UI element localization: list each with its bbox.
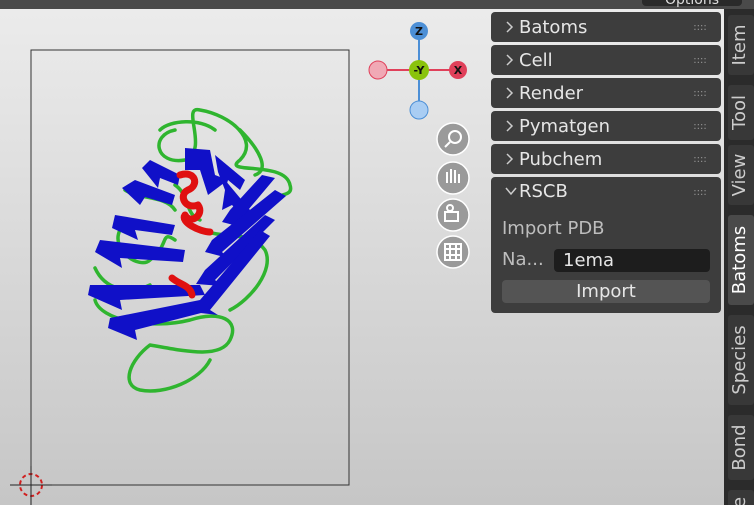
panel-title[interactable]: Pubchem [519,149,602,170]
panel-title[interactable]: Batoms [519,17,587,38]
nav-gizmo[interactable] [368,22,467,120]
name-label: Na... [502,249,544,270]
expand-arrow[interactable] [506,87,514,99]
panel-header[interactable] [491,144,721,174]
tab-label: e [729,497,750,505]
camera-frame [30,49,350,486]
pan-button[interactable] [436,161,470,195]
ortho-button[interactable] [436,235,470,269]
panel-title[interactable]: Cell [519,50,553,71]
import-button[interactable] [502,280,710,303]
sidebar-panels: Batoms::::Cell::::Render::::Pymatgen::::… [491,12,721,174]
drag-handle[interactable]: :::: [693,121,706,132]
protein-model [88,108,293,393]
sidebar-tab[interactable] [728,145,754,205]
name-value: 1ema [563,250,614,271]
sidebar-tab[interactable] [728,15,754,75]
options-label: Options [665,0,719,8]
gizmo-z: Z [415,25,423,38]
gizmo-y: -Y [414,64,426,77]
camera-button[interactable] [436,198,470,232]
drag-handle[interactable]: :::: [693,187,706,198]
panel-header[interactable] [491,111,721,141]
options-button[interactable] [642,0,742,6]
expand-arrow[interactable] [506,120,514,132]
top-bar [0,0,754,9]
panel-header[interactable] [491,45,721,75]
expand-arrow[interactable] [506,153,514,165]
3d-cursor [10,466,52,505]
tabs: Item Tool View Batoms Species Bond e [728,15,754,505]
nav-icons [444,130,462,261]
drag-handle[interactable]: :::: [693,154,706,165]
tab-label: Bond [729,424,750,470]
rscb-panel [491,177,721,313]
zoom-button[interactable] [436,122,470,156]
tab-label: Species [729,325,750,394]
sidebar-tab[interactable] [728,315,754,405]
panel-title[interactable]: Pymatgen [519,116,610,137]
drag-handle[interactable]: :::: [693,88,706,99]
expand-arrow[interactable] [506,21,514,33]
rscb-title[interactable]: RSCB [519,181,568,202]
sidebar-tab[interactable] [728,215,754,305]
panel-header[interactable] [491,78,721,108]
gizmo-x: X [454,64,463,77]
drag-handle[interactable]: :::: [693,55,706,66]
tab-label: Tool [729,95,750,131]
name-input[interactable] [554,249,710,272]
sidebar-tab[interactable] [728,415,754,480]
section-label: Import PDB [502,218,605,239]
expand-arrow[interactable] [506,54,514,66]
tab-label: Item [729,25,750,66]
panel-header[interactable] [491,12,721,42]
sidebar-tab[interactable] [728,490,754,505]
tab-label: Batoms [729,226,750,294]
collapse-arrow[interactable] [505,187,517,196]
panel-title[interactable]: Render [519,83,584,104]
import-label: Import [576,281,636,302]
drag-handle[interactable]: :::: [693,22,706,33]
sidebar-tab[interactable] [728,85,754,140]
tab-label: View [729,154,750,197]
